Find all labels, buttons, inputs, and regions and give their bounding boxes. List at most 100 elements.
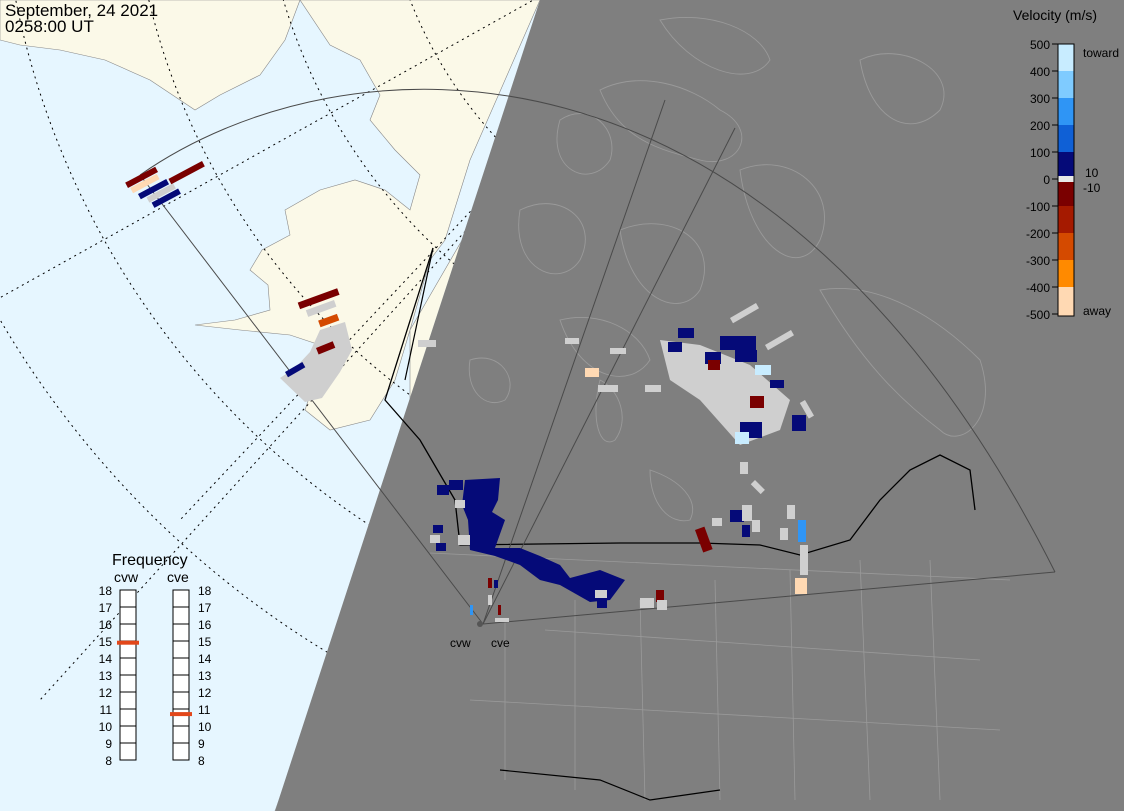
velocity-cell [318,313,340,328]
velocity-cell [297,288,340,310]
frequency-tick-label: 13 [198,669,212,683]
velocity-color-swatch [1058,260,1074,287]
frequency-tick-label: 12 [198,686,212,700]
velocity-cell [437,485,449,495]
velocity-color-swatch [1058,206,1074,233]
velocity-scale-title: Velocity (m/s) [1013,7,1097,23]
velocity-cell [565,338,579,344]
velocity-cell [640,598,654,608]
velocity-tick-label: 100 [1030,146,1050,160]
frequency-tick-label: 13 [99,669,113,683]
frequency-tick-label: 8 [198,754,205,768]
velocity-cell [800,545,808,575]
velocity-tick-label: 500 [1030,38,1050,52]
velocity-color-swatch [1058,44,1074,71]
velocity-cell [610,348,626,354]
province-borders [429,552,1011,801]
night-region [275,0,1124,811]
velocity-cell [657,600,667,610]
velocity-color-swatch [1058,98,1074,125]
header-date: September, 24 2021 [5,1,159,20]
frequency-tick-label: 9 [198,737,205,751]
velocity-cell [598,385,618,392]
velocity-color-swatch [1058,233,1074,260]
canada-us-border [384,247,976,556]
toward-label: toward [1083,46,1119,60]
velocity-cell [752,520,760,532]
velocity-tick-label: 300 [1030,92,1050,106]
velocity-cell [712,518,722,526]
velocity-color-swatch [1058,182,1074,206]
frequency-marker [170,712,192,717]
frequency-tick-label: 15 [99,635,113,649]
velocity-tick-label: -300 [1026,254,1050,268]
frequency-scales: 18 17 16 15 14 13 12 11 10 9 8 18 17 16 15 14 13 12 11 10 9 8 [99,584,212,768]
night-coastlines [468,16,986,522]
positive-threshold-label: 10 [1085,166,1099,180]
velocity-color-swatch [1058,176,1074,182]
velocity-cell [799,400,814,419]
frequency-marker [117,640,139,645]
velocity-cell [418,340,436,347]
velocity-cell [498,605,501,615]
frequency-tick-label: 16 [99,618,113,632]
frequency-tick-label: 11 [198,703,211,717]
frequency-tick-label: 10 [99,720,113,734]
alaska-border [404,247,434,381]
velocity-color-swatch [1058,125,1074,152]
colorbar-frame [1057,43,1075,317]
velocity-cell [125,166,159,188]
velocity-cell [433,525,443,533]
velocity-color-swatch [1058,71,1074,98]
velocity-cell [755,365,771,375]
velocity-cell [151,188,181,208]
velocity-cell [656,590,664,602]
velocity-cell [765,330,794,351]
velocity-swatches [1058,44,1074,316]
frequency-radar-label-cvw: cvw [114,569,139,585]
velocity-tick-label: 400 [1030,65,1050,79]
siberia-landmass [0,0,301,111]
velocity-cell [315,341,336,355]
velocity-cell [488,578,492,588]
velocity-cell [678,328,694,338]
velocity-cell [285,362,306,378]
frequency-title: Frequency [112,552,188,569]
southern-border [499,769,721,801]
velocity-cell [595,590,607,598]
ground-scatter-patch [660,340,790,445]
frequency-tick-label: 18 [198,584,212,598]
velocity-cell [735,432,749,444]
frequency-tick-label: 15 [198,635,212,649]
velocity-tick-label: 200 [1030,119,1050,133]
velocity-cell [742,505,752,521]
velocity-tick-label: 0 [1043,173,1050,187]
frequency-tick-label: 11 [100,703,113,717]
velocity-cell [495,618,509,622]
velocity-cell [742,525,750,537]
velocity-cell [458,535,470,545]
frequency-tick-label: 16 [198,618,212,632]
velocity-cell [585,368,599,377]
velocity-cell [740,462,748,474]
velocity-cell [730,510,744,522]
velocity-cell [168,161,205,185]
negative-threshold-label: -10 [1083,181,1101,195]
ground-scatter-patch [280,322,352,402]
velocity-cell [470,605,473,615]
velocity-cell [795,578,807,594]
radar-site-label-cve: cve [491,636,510,650]
velocity-cell [695,526,713,553]
velocity-cell [735,350,757,362]
velocity-scatter-cells [125,161,814,622]
velocity-cell [494,580,498,588]
frequency-tick-label: 17 [198,601,212,615]
velocity-cluster [462,478,625,602]
velocity-colorbar: Velocity (m/s) 500 400 300 200 100 0 -100 -200 -… [1013,7,1119,322]
alaska-landmass [194,0,540,431]
velocity-tick-labels: 500 400 300 200 100 0 -100 -200 -300 -400 -500 [1026,38,1058,322]
velocity-cell [780,528,788,540]
velocity-cell [449,480,463,490]
frequency-tick-label: 14 [99,652,113,666]
frequency-tick-label: 9 [105,737,112,751]
